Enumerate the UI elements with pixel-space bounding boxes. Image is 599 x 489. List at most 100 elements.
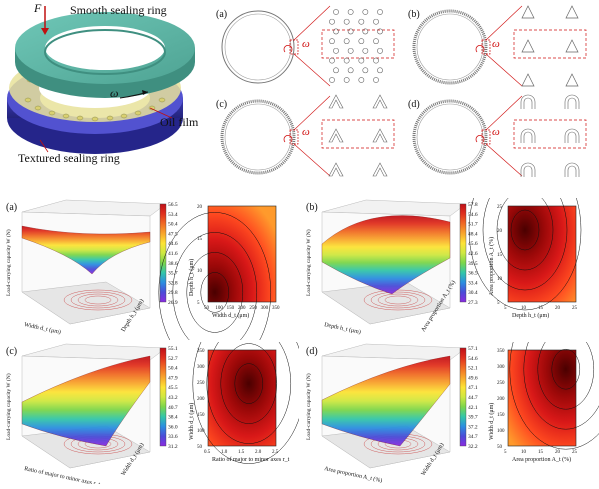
contour-x-tick: 15 xyxy=(538,306,544,311)
contour-y-tick: 10 xyxy=(497,277,503,282)
colorbar-tick-label: 57.8 xyxy=(468,202,478,208)
texture-dimple xyxy=(358,18,365,25)
colorbar-tick-label: 43.2 xyxy=(168,395,178,401)
contour-x-tick: 10 xyxy=(521,306,527,311)
texture-dimple xyxy=(373,18,379,25)
texture-chevron xyxy=(372,128,388,143)
contour-y-label: Depth h_t (μm) xyxy=(188,259,195,296)
colorbar-tick-label: 30.4 xyxy=(468,290,478,296)
contour-x-tick: 350 xyxy=(272,306,280,311)
colorbar-tick-label: 50.4 xyxy=(168,366,178,372)
colorbar-tick-label: 53.4 xyxy=(168,212,178,218)
colorbar-tick-label: 55.1 xyxy=(168,346,178,352)
contour-y-tick: 150 xyxy=(497,413,505,418)
texture-dimple xyxy=(347,67,354,74)
contour-x-tick: 300 xyxy=(261,306,269,311)
colorbar-tick-label: 52.1 xyxy=(468,366,478,372)
contour-x-tick: 10 xyxy=(521,450,527,455)
texture-arch xyxy=(520,162,536,177)
texture-dimple xyxy=(362,28,369,35)
colorbar-tick-label: 31.2 xyxy=(168,444,178,450)
contour-x-tick: 20 xyxy=(555,306,561,311)
omega-arrow xyxy=(475,134,485,143)
result-panel-c: (c) Load-carrying capacity W (N) Ratio of … xyxy=(0,303,306,488)
texture-dimple xyxy=(377,9,383,15)
contour-x-tick: 1.0 xyxy=(221,450,228,455)
texture-chevron xyxy=(372,162,388,177)
contour-x-tick: 25 xyxy=(572,450,578,455)
floor-contour xyxy=(77,293,119,307)
texture-dimple xyxy=(329,38,335,45)
colorbar xyxy=(159,347,167,447)
texture-arch xyxy=(520,128,536,143)
oil-film-label: Oil film xyxy=(160,115,199,129)
colorbar-tick-label: 47.1 xyxy=(468,385,478,391)
zoom-line xyxy=(485,53,523,87)
zoom-line xyxy=(485,95,523,131)
result-panel-graphics: (b) Load-carrying capacity W (N) Depth h_t… xyxy=(305,149,582,336)
colorbar-tick-label: 47.9 xyxy=(168,375,178,381)
texture-dimple xyxy=(362,9,369,15)
texture-panel-d-omega: ω xyxy=(492,126,500,138)
contour-x-tick: 20 xyxy=(555,450,561,455)
zoom-line xyxy=(485,5,523,41)
colorbar-tick-label: 36.5 xyxy=(468,271,478,277)
zoom-region xyxy=(513,29,587,59)
contour-line xyxy=(186,252,244,333)
zoom-region xyxy=(321,29,395,59)
contour-x-tick: 0.5 xyxy=(204,450,211,455)
seal-ring-illustration xyxy=(7,6,195,154)
texture-dimple xyxy=(373,77,379,83)
contour-y-tick: 200 xyxy=(197,397,205,402)
texture-dimple xyxy=(358,38,365,45)
panel-label: (b) xyxy=(306,202,318,213)
colorbar-tick-label: 44.6 xyxy=(168,241,178,247)
texture-dimple xyxy=(347,28,354,35)
contour-line xyxy=(551,348,581,390)
contour-y-tick: 150 xyxy=(197,413,205,418)
contour-x-tick: 15 xyxy=(538,450,544,455)
ring-inner xyxy=(416,103,484,171)
contour-x-label: Width d_t (μm) xyxy=(212,312,249,319)
contour-x-tick: 50 xyxy=(204,306,210,311)
colorbar-tick-label: 45.5 xyxy=(168,385,178,391)
panel-label: (d) xyxy=(306,346,318,357)
response-surface xyxy=(21,225,151,275)
texture-panel-b-label: (b) xyxy=(408,9,420,20)
floor-contour xyxy=(70,291,126,309)
texture-dimple xyxy=(343,57,350,64)
contour-y-label: Area proportion A_t (%) xyxy=(488,237,495,296)
texture-dimple xyxy=(329,18,335,25)
zoom-line xyxy=(293,95,331,131)
response-surface xyxy=(321,215,451,295)
colorbar-tick-label: 42.1 xyxy=(468,405,478,411)
contour-y-tick: 300 xyxy=(497,365,505,370)
texture-triangle xyxy=(521,73,535,87)
colorbar xyxy=(159,203,167,303)
colorbar-tick-label: 39.7 xyxy=(468,415,478,421)
contour-line xyxy=(234,363,264,404)
response-surface xyxy=(21,355,151,447)
contour-x-label: Area proportion A_t (%) xyxy=(512,456,571,463)
contour-y-tick: 100 xyxy=(197,429,205,434)
texture-dimple xyxy=(373,57,379,64)
colorbar-tick-label: 42.6 xyxy=(468,251,478,257)
result-panel-d: (d) Load-carrying capacity W (N) Area prop… xyxy=(300,288,599,484)
x-axis-label-3d: Ratio of major to minor axes r_t xyxy=(24,465,101,484)
contour-heatmap xyxy=(207,349,277,447)
zoom-region xyxy=(321,119,395,149)
texture-triangle xyxy=(521,39,535,53)
texture-dimple xyxy=(377,47,383,54)
box-floor xyxy=(21,281,151,325)
colorbar-tick-label: 34.7 xyxy=(468,434,478,440)
texture-dimple xyxy=(333,28,339,35)
contour-y-tick: 20 xyxy=(497,229,503,234)
floor-contour xyxy=(63,289,133,311)
contour-y-tick: 10 xyxy=(197,269,203,274)
texture-arch xyxy=(564,128,580,143)
colorbar-tick-label: 38.4 xyxy=(168,415,178,421)
colorbar-tick-label: 40.7 xyxy=(168,405,178,411)
texture-dimple xyxy=(377,67,383,74)
zoom-line xyxy=(293,53,331,87)
contour-line xyxy=(220,343,278,424)
